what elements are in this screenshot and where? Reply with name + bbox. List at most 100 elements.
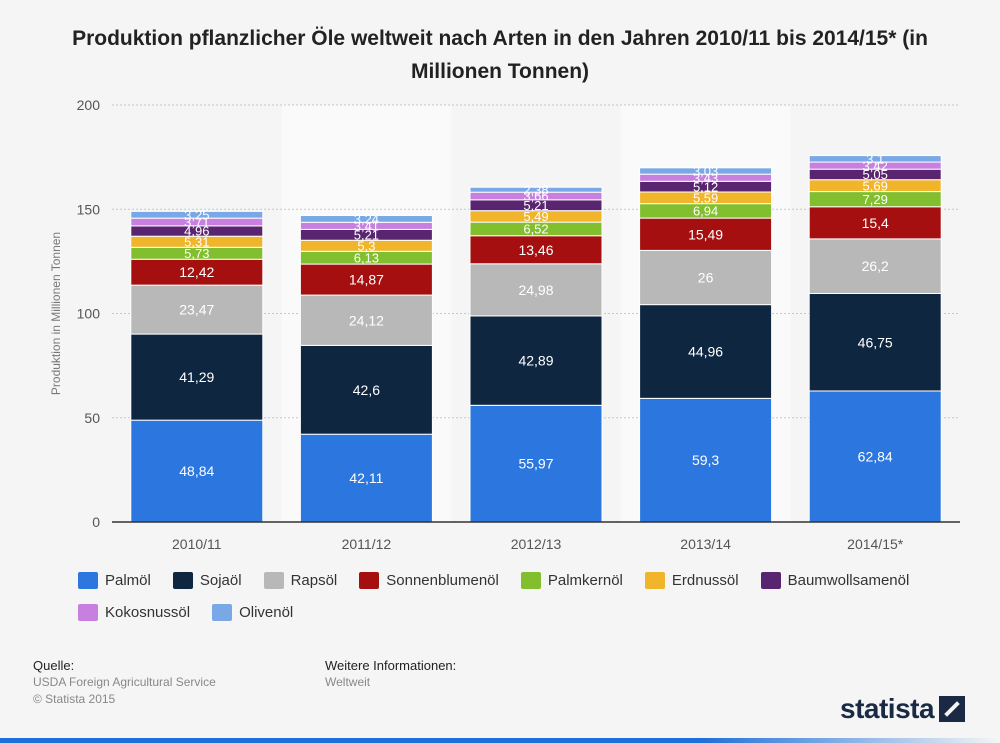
statista-logo-icon xyxy=(939,696,966,722)
data-label: 2,38 xyxy=(523,182,548,197)
data-label: 13,46 xyxy=(518,242,553,258)
legend-swatch xyxy=(212,603,233,621)
legend-item[interactable]: Erdnussöl xyxy=(644,570,739,590)
info-text: Weltweit xyxy=(325,675,371,689)
legend-swatch xyxy=(172,571,193,589)
data-label: 23,47 xyxy=(179,302,214,318)
legend-label: Kokosnussöl xyxy=(105,603,191,621)
x-tick-label: 2011/12 xyxy=(342,536,392,552)
legend-label: Rapsöl xyxy=(290,571,338,589)
data-label: 6,94 xyxy=(693,204,718,219)
legend-swatch xyxy=(644,571,665,589)
data-label: 5,21 xyxy=(523,198,548,213)
info-block: Weitere Informationen: Weltweit xyxy=(325,657,456,691)
data-label: 14,87 xyxy=(349,272,384,288)
legend-item[interactable]: Rapsöl xyxy=(263,570,338,590)
legend-item[interactable]: Kokosnussöl xyxy=(78,602,190,622)
data-label: 15,49 xyxy=(688,226,723,242)
data-label: 5,05 xyxy=(863,167,888,182)
bar-segment xyxy=(299,433,433,523)
legend-swatch xyxy=(520,571,541,589)
legend-item[interactable]: Olivenöl xyxy=(212,602,293,622)
bar-segment xyxy=(639,249,773,306)
x-tick-label: 2013/14 xyxy=(680,536,731,552)
info-heading: Weitere Informationen: xyxy=(325,658,457,673)
source-line-1: USDA Foreign Agricultural Service xyxy=(33,675,216,689)
y-tick-label: 200 xyxy=(77,97,101,113)
legend-item[interactable]: Palmöl xyxy=(78,570,151,590)
y-tick-label: 0 xyxy=(92,514,100,530)
data-label: 55,97 xyxy=(518,456,553,472)
data-label: 42,89 xyxy=(518,353,553,369)
data-label: 5,73 xyxy=(184,246,209,261)
legend-item[interactable]: Sojaöl xyxy=(172,570,242,590)
data-label: 5,31 xyxy=(184,234,209,249)
y-tick-label: 100 xyxy=(77,306,101,322)
data-label: 5,3 xyxy=(357,238,375,253)
data-label: 15,4 xyxy=(862,215,889,231)
bar-segment xyxy=(469,315,603,406)
legend-item[interactable]: Sonnenblumenöl xyxy=(359,570,499,590)
bar-segment xyxy=(469,186,603,193)
y-tick-label: 50 xyxy=(84,410,100,426)
bar-segment xyxy=(130,210,264,219)
legend-swatch xyxy=(263,571,284,589)
source-block: Quelle: USDA Foreign Agricultural Servic… xyxy=(33,657,216,708)
bar-segment xyxy=(130,419,264,523)
source-heading: Quelle: xyxy=(33,658,75,673)
stacked-bar-chart: 0 50 100 150 200 Produktion in Millionen Tonn… xyxy=(49,97,960,552)
data-label: 62,84 xyxy=(858,449,893,465)
data-label: 3,24 xyxy=(354,212,379,227)
legend-label: Erdnussöl xyxy=(671,571,739,589)
data-label: 26,2 xyxy=(862,258,889,274)
statista-logo[interactable]: statista xyxy=(840,693,966,725)
bar-segment xyxy=(299,294,433,346)
chart-title: Produktion pflanzlicher Öle weltweit nac… xyxy=(72,27,928,83)
data-label: 5,69 xyxy=(863,178,888,193)
bar-segment xyxy=(639,167,773,175)
data-label: 26 xyxy=(698,270,714,286)
y-axis-label: Produktion in Millionen Tonnen xyxy=(49,232,63,395)
x-tick-label: 2012/13 xyxy=(511,536,562,552)
bar-segment xyxy=(639,304,773,399)
legend-swatch xyxy=(760,571,781,589)
data-label: 59,3 xyxy=(692,452,719,468)
bar-segment xyxy=(808,155,942,163)
legend-label: Palmöl xyxy=(105,571,151,589)
bar-segment xyxy=(808,206,942,240)
legend-swatch xyxy=(78,603,98,621)
legend-item[interactable]: Baumwollsamenöl xyxy=(760,570,910,590)
bar-segment xyxy=(808,293,942,392)
bar-segment xyxy=(299,344,433,435)
data-label: 46,75 xyxy=(858,334,893,350)
legend-label: Sonnenblumenöl xyxy=(386,571,499,589)
data-label: 6,13 xyxy=(354,250,379,265)
data-label: 12,42 xyxy=(179,264,214,280)
brand-name: statista xyxy=(840,693,935,724)
source-line-2: © Statista 2015 xyxy=(33,692,116,706)
y-tick-label: 150 xyxy=(77,201,101,217)
bar-segment xyxy=(639,217,773,251)
bottom-accent-bar xyxy=(0,738,1000,743)
legend-label: Sojaöl xyxy=(199,571,242,589)
bar-segment xyxy=(469,404,603,523)
legend-label: Baumwollsamenöl xyxy=(787,571,910,589)
data-label: 3,03 xyxy=(693,164,718,179)
data-label: 4,96 xyxy=(184,224,209,239)
legend-item[interactable]: Palmkernöl xyxy=(520,570,623,590)
legend-swatch xyxy=(78,571,98,589)
data-label: 41,29 xyxy=(179,369,214,385)
x-tick-label: 2014/15* xyxy=(847,536,904,552)
data-label: 42,11 xyxy=(349,470,383,486)
data-label: 24,12 xyxy=(349,312,384,328)
data-label: 5,12 xyxy=(693,179,718,194)
data-label: 3,1 xyxy=(866,151,884,166)
data-label: 44,96 xyxy=(688,344,723,360)
bar-segment xyxy=(130,333,264,421)
data-label: 5,49 xyxy=(523,209,548,224)
data-label: 5,21 xyxy=(354,228,379,243)
bar-segment xyxy=(639,397,773,523)
data-label: 42,6 xyxy=(353,382,380,398)
chart-legend: Palmöl Sojaöl Rapsöl Sonnenblumenöl Palmkern… xyxy=(78,570,978,622)
bar-segment xyxy=(299,263,433,296)
